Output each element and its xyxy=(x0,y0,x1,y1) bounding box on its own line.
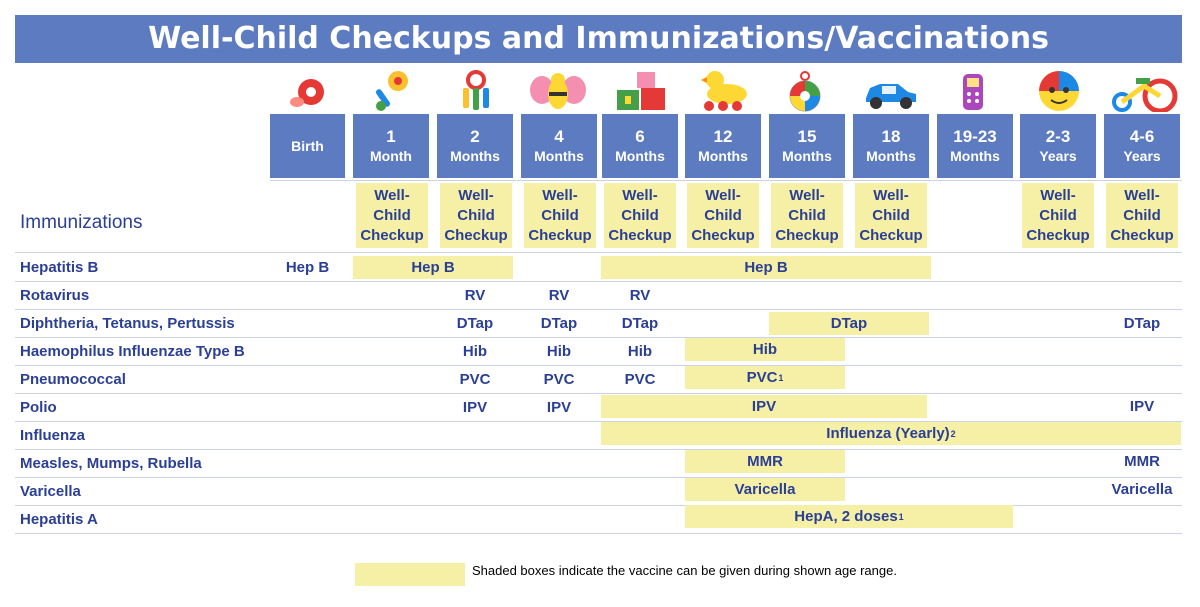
age-header-4-6-years: 4-6 Years xyxy=(1104,114,1180,178)
checkup-12-months: Well- Child Checkup xyxy=(687,183,759,248)
row-divider xyxy=(15,449,1182,450)
row-divider xyxy=(15,505,1182,506)
mmr-4-6-years-cell: MMR xyxy=(1124,453,1160,470)
hepb-1-2-months-cell: Hep B xyxy=(353,256,513,279)
row-divider xyxy=(15,533,1182,534)
rv-6-months-cell: RV xyxy=(629,287,651,304)
age-header-2-3-years: 2-3 Years xyxy=(1020,114,1096,178)
teether-icon xyxy=(785,70,825,112)
pvc-4-months-cell: PVC xyxy=(543,371,575,388)
ball-icon xyxy=(1036,70,1082,112)
row-label-hib: Haemophilus Influenzae Type B xyxy=(20,343,245,360)
hepa-12-23-months-cell: HepA, 2 doses 1 xyxy=(685,505,1013,528)
dtap-4-6-years-cell: DTap xyxy=(1123,315,1161,332)
dtap-15-18-months-cell: DTap xyxy=(769,312,929,335)
hib-6-months-cell: Hib xyxy=(627,343,653,360)
row-label-rotavirus: Rotavirus xyxy=(20,287,90,304)
checkup-6-months: Well- Child Checkup xyxy=(604,183,676,248)
row-label-influenza: Influenza xyxy=(20,427,86,444)
varicella-12-15-months-cell: Varicella xyxy=(685,478,845,501)
ipv-6-18-months-cell: IPV xyxy=(601,395,927,418)
influenza-6-months-6-years-cell: Influenza (Yearly) 2 xyxy=(601,422,1181,445)
row-divider xyxy=(15,309,1182,310)
row-divider xyxy=(15,337,1182,338)
age-header-1-month: 1 Month xyxy=(353,114,429,178)
age-header-birth: Birth xyxy=(270,114,345,178)
hib-12-15-months-cell: Hib xyxy=(685,338,845,361)
row-divider xyxy=(15,365,1182,366)
age-header-6-months: 6 Months xyxy=(602,114,678,178)
age-header-2-months: 2 Months xyxy=(437,114,513,178)
legend-swatch xyxy=(355,563,465,586)
age-header-12-months: 12 Months xyxy=(685,114,761,178)
hib-4-months-cell: Hib xyxy=(546,343,572,360)
page-title: Well-Child Checkups and Immunizations/Va… xyxy=(15,15,1182,63)
ipv-2-months-cell: IPV xyxy=(462,399,488,416)
row-label-hepatitis-b: Hepatitis B xyxy=(20,259,99,276)
age-header-19-23-months: 19-23 Months xyxy=(937,114,1013,178)
row-divider xyxy=(15,421,1182,422)
bee-toy-icon xyxy=(528,70,588,112)
pvc-12-15-months-cell: PVC 1 xyxy=(685,366,845,389)
toy-keys-icon xyxy=(455,70,497,112)
immunizations-heading: Immunizations xyxy=(20,212,143,233)
rv-4-months-cell: RV xyxy=(548,287,570,304)
toy-car-icon xyxy=(860,70,920,112)
pvc-2-months-cell: PVC xyxy=(459,371,491,388)
ipv-4-6-years-cell: IPV xyxy=(1129,398,1155,415)
mmr-12-15-months-cell: MMR xyxy=(685,450,845,473)
row-label-polio: Polio xyxy=(20,399,57,416)
row-label-varicella: Varicella xyxy=(20,483,81,500)
checkup-18-months: Well- Child Checkup xyxy=(855,183,927,248)
pacifier-icon xyxy=(287,70,331,112)
rattle-icon xyxy=(372,70,412,112)
row-label-mmr: Measles, Mumps, Rubella xyxy=(20,455,202,472)
legend-text: Shaded boxes indicate the vaccine can be… xyxy=(472,563,897,578)
varicella-4-6-years-cell: Varicella xyxy=(1111,481,1173,498)
dtap-6-months-cell: DTap xyxy=(621,315,659,332)
age-header-18-months: 18 Months xyxy=(853,114,929,178)
row-divider xyxy=(15,252,1182,253)
hepb-birth-cell: Hep B xyxy=(285,259,330,276)
row-divider xyxy=(15,477,1182,478)
row-divider xyxy=(15,393,1182,394)
toy-phone-icon xyxy=(957,70,989,112)
hib-2-months-cell: Hib xyxy=(462,343,488,360)
row-divider xyxy=(15,281,1182,282)
tricycle-icon xyxy=(1110,70,1180,112)
hepb-6-18-months-cell: Hep B xyxy=(601,256,931,279)
checkup-2-months: Well- Child Checkup xyxy=(440,183,512,248)
blocks-icon xyxy=(615,70,667,112)
age-header-15-months: 15 Months xyxy=(769,114,845,178)
age-header-4-months: 4 Months xyxy=(521,114,597,178)
pvc-6-months-cell: PVC xyxy=(624,371,656,388)
checkup-1-month: Well- Child Checkup xyxy=(356,183,428,248)
divider xyxy=(270,180,1182,181)
duck-toy-icon xyxy=(697,70,751,112)
row-label-pneumococcal: Pneumococcal xyxy=(20,371,126,388)
checkup-2-3-years: Well- Child Checkup xyxy=(1022,183,1094,248)
checkup-4-months: Well- Child Checkup xyxy=(524,183,596,248)
row-label-dtap: Diphtheria, Tetanus, Pertussis xyxy=(20,315,235,332)
dtap-2-months-cell: DTap xyxy=(456,315,494,332)
dtap-4-months-cell: DTap xyxy=(540,315,578,332)
row-label-hepatitis-a: Hepatitis A xyxy=(20,511,98,528)
ipv-4-months-cell: IPV xyxy=(546,399,572,416)
checkup-15-months: Well- Child Checkup xyxy=(771,183,843,248)
checkup-4-6-years: Well- Child Checkup xyxy=(1106,183,1178,248)
rv-2-months-cell: RV xyxy=(464,287,486,304)
